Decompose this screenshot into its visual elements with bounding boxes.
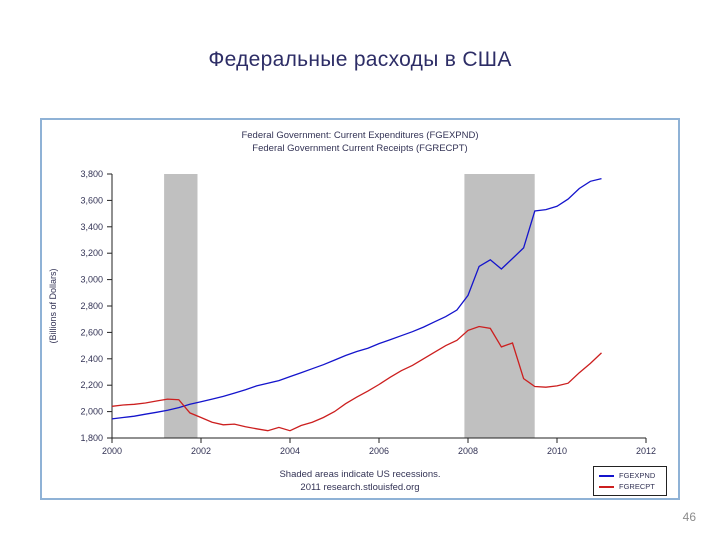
legend-entry-fgrecpt: FGRECPT (599, 481, 661, 492)
svg-text:2004: 2004 (280, 446, 300, 456)
svg-text:2000: 2000 (102, 446, 122, 456)
svg-text:(Billions of Dollars): (Billions of Dollars) (48, 268, 58, 343)
svg-text:2,200: 2,200 (80, 380, 103, 390)
svg-text:2,400: 2,400 (80, 354, 103, 364)
chart-frame: Federal Government: Current Expenditures… (40, 118, 680, 500)
svg-text:3,600: 3,600 (80, 195, 103, 205)
svg-text:2002: 2002 (191, 446, 211, 456)
chart-header: Federal Government: Current Expenditures… (42, 129, 678, 155)
page-number: 46 (682, 510, 696, 524)
slide-title: Федеральные расходы в США (208, 48, 512, 71)
fgexpnd-line-swatch (599, 474, 614, 477)
svg-text:3,200: 3,200 (80, 248, 103, 258)
chart-footnote-line1: Shaded areas indicate US recessions. (279, 469, 441, 480)
chart-title-line1: Federal Government: Current Expenditures… (241, 130, 479, 141)
legend-label-fgexpnd: FGEXPND (619, 471, 656, 480)
legend-entry-fgexpnd: FGEXPND (599, 470, 661, 481)
chart-footnote-line2: 2011 research.stlouisfed.org (300, 482, 420, 493)
svg-text:1,800: 1,800 (80, 433, 103, 443)
chart-legend: FGEXPND FGRECPT (593, 466, 667, 496)
svg-text:2010: 2010 (547, 446, 567, 456)
svg-text:2,600: 2,600 (80, 327, 103, 337)
svg-text:2006: 2006 (369, 446, 389, 456)
svg-text:2008: 2008 (458, 446, 478, 456)
legend-label-fgrecpt: FGRECPT (619, 482, 655, 491)
fgrecpt-line-swatch (599, 485, 614, 488)
chart-title-line2: Federal Government Current Receipts (FGR… (252, 143, 468, 154)
svg-text:2,000: 2,000 (80, 407, 103, 417)
svg-text:3,800: 3,800 (80, 169, 103, 179)
svg-text:3,400: 3,400 (80, 222, 103, 232)
svg-text:3,000: 3,000 (80, 275, 103, 285)
chart-footnote: Shaded areas indicate US recessions. 201… (42, 468, 678, 494)
chart-plot: 1,800 2,000 2,200 2,400 2,600 2,800 3,000 3,200… (48, 169, 656, 456)
svg-text:2012: 2012 (636, 446, 656, 456)
svg-text:2,800: 2,800 (80, 301, 103, 311)
